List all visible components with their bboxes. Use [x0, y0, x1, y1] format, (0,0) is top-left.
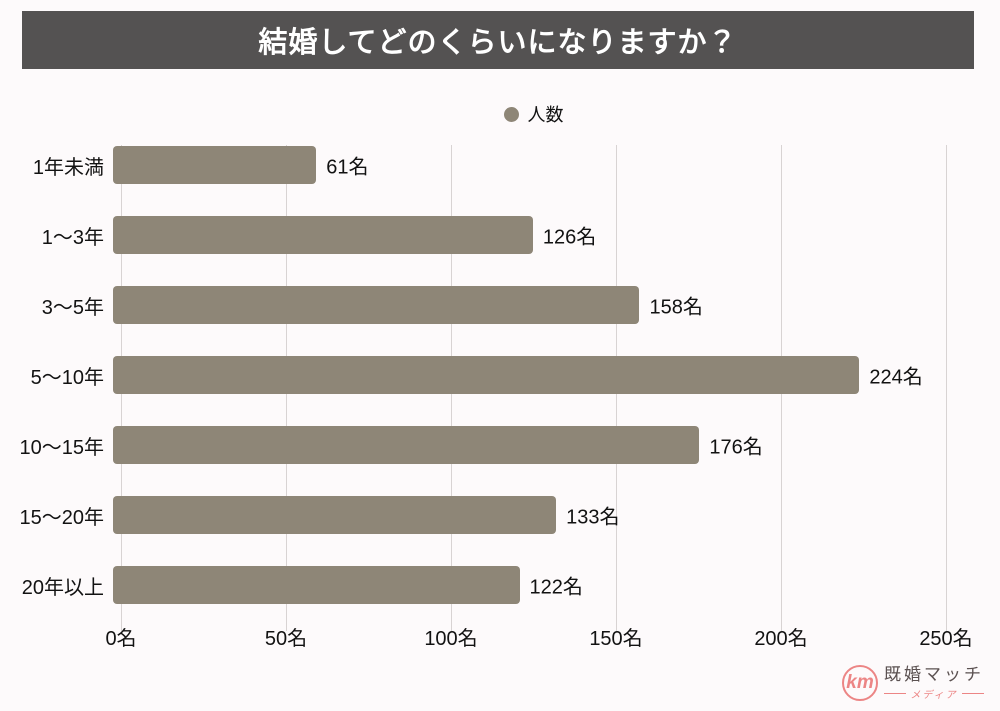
- bar-track: 122名: [113, 566, 946, 604]
- bar: [113, 146, 317, 184]
- bar: [113, 356, 860, 394]
- category-label: 1年未満: [32, 156, 104, 179]
- bar-value-label: 61名: [326, 156, 369, 179]
- x-tick-label: 150名: [589, 628, 643, 650]
- category-label: 20年以上: [21, 576, 104, 599]
- bar-track: 61名: [113, 146, 946, 184]
- brand-name: 既婚マッチ: [884, 665, 984, 685]
- subtitle-rule-right: [961, 692, 984, 694]
- chart-row: 1〜3年 126名: [0, 200, 1000, 270]
- bar-value-label: 122名: [529, 576, 583, 599]
- category-label: 3〜5年: [41, 296, 104, 319]
- chart-row: 20年以上 122名: [0, 550, 1000, 620]
- bar-value-label: 158名: [649, 296, 703, 319]
- x-tick-label: 200名: [754, 628, 808, 650]
- chart-row: 1年未満 61名: [0, 130, 1000, 200]
- bar-track: 126名: [113, 216, 946, 254]
- bar: [113, 426, 700, 464]
- brand-text: 既婚マッチ メディア: [884, 665, 984, 701]
- legend-label: 人数: [527, 105, 564, 125]
- x-axis: 0名 50名 100名 150名 200名 250名: [105, 620, 972, 650]
- footer: km 既婚マッチ メディア: [842, 665, 984, 701]
- category-label: 5〜10年: [30, 366, 104, 389]
- bar: [113, 286, 640, 324]
- bar-track: 176名: [113, 426, 946, 464]
- bar-value-label: 126名: [542, 226, 597, 249]
- brand-monogram: km: [846, 672, 874, 693]
- bar-value-label: 224名: [869, 366, 923, 389]
- bar-track: 224名: [113, 356, 946, 394]
- category-label: 10〜15年: [19, 436, 105, 459]
- brand-subtitle: メディア: [910, 689, 958, 701]
- chart-row: 5〜10年 224名: [0, 340, 1000, 410]
- bar-track: 158名: [113, 286, 946, 324]
- legend: 人数: [121, 103, 946, 125]
- bar-value-label: 176名: [709, 436, 763, 459]
- subtitle-rule-left: [884, 692, 907, 694]
- title-banner: 結婚してどのくらいになりますか？: [22, 11, 974, 69]
- category-label: 15〜20年: [19, 506, 105, 529]
- bar-chart: 1年未満 61名 1〜3年 126名 3〜5年 158名 5〜10年 224名 10〜15年 17…: [0, 130, 1000, 650]
- bar: [113, 496, 557, 534]
- chart-row: 15〜20年 133名: [0, 480, 1000, 550]
- chart-rows: 1年未満 61名 1〜3年 126名 3〜5年 158名 5〜10年 224名 10〜15年 17…: [0, 130, 1000, 620]
- chart-row: 10〜15年 176名: [0, 410, 1000, 480]
- chart-title: 結婚してどのくらいになりますか？: [258, 27, 738, 59]
- bar-track: 133名: [113, 496, 946, 534]
- bar: [113, 566, 520, 604]
- brand-logo: km 既婚マッチ メディア: [842, 665, 984, 701]
- x-tick-label: 50名: [264, 628, 308, 650]
- brand-subtitle-row: メディア: [884, 686, 984, 701]
- bar-value-label: 133名: [566, 506, 620, 529]
- bar: [113, 216, 533, 254]
- brand-monogram-icon: km: [842, 665, 878, 701]
- x-tick-label: 100名: [424, 628, 478, 650]
- category-label: 1〜3年: [41, 226, 104, 249]
- chart-row: 3〜5年 158名: [0, 270, 1000, 340]
- x-tick-label: 0名: [105, 628, 137, 650]
- legend-marker-icon: [503, 106, 519, 122]
- x-tick-label: 250名: [919, 628, 973, 650]
